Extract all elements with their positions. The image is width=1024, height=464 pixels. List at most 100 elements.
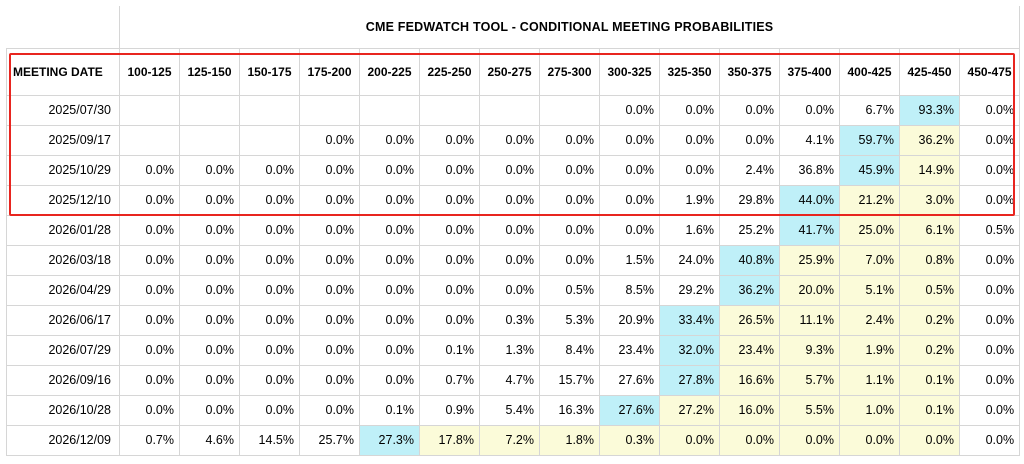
probability-cell: 6.1%	[899, 215, 960, 246]
probability-cell: 8.4%	[539, 335, 600, 366]
probability-cell: 16.0%	[719, 395, 780, 426]
table-row: 2026/12/09 0.7% 4.6% 14.5% 25.7% 27.3% 17.8% 7.…	[6, 425, 1021, 456]
probability-cell: 27.6%	[599, 395, 660, 426]
probability-cell: 0.0%	[899, 425, 960, 456]
probability-cell: 0.0%	[299, 395, 360, 426]
table-row: 2025/12/10 0.0% 0.0% 0.0% 0.0% 0.0% 0.0% 0.0% 0.…	[6, 185, 1021, 216]
column-header: 100-125	[119, 48, 180, 96]
probability-cell: 0.1%	[899, 395, 960, 426]
probability-cell: 3.0%	[899, 185, 960, 216]
probability-cell: 0.0%	[659, 95, 720, 126]
probability-cell: 0.0%	[958, 305, 1021, 336]
probability-table: CME FEDWATCH TOOL - CONDITIONAL MEETING …	[6, 6, 1021, 456]
probability-cell: 0.0%	[239, 365, 300, 396]
probability-cell: 0.0%	[719, 425, 780, 456]
probability-cell: 0.0%	[479, 215, 540, 246]
probability-cell: 0.0%	[479, 155, 540, 186]
probability-cell: 44.0%	[779, 185, 840, 216]
probability-cell: 0.0%	[958, 125, 1021, 156]
probability-cell: 0.0%	[958, 185, 1021, 216]
meeting-date-cell: 2025/12/10	[6, 185, 120, 216]
column-header: 250-275	[479, 48, 540, 96]
probability-cell: 20.0%	[779, 275, 840, 306]
probability-cell	[179, 125, 240, 156]
probability-cell: 24.0%	[659, 245, 720, 276]
probability-cell: 0.0%	[119, 215, 180, 246]
probability-cell: 0.8%	[899, 245, 960, 276]
meeting-date-cell: 2026/04/29	[6, 275, 120, 306]
column-header: 125-150	[179, 48, 240, 96]
probability-cell: 17.8%	[419, 425, 480, 456]
probability-cell: 0.0%	[179, 155, 240, 186]
probability-cell: 45.9%	[839, 155, 900, 186]
probability-cell: 0.0%	[779, 425, 840, 456]
probability-cell: 0.2%	[899, 305, 960, 336]
meeting-date-cell: 2026/09/16	[6, 365, 120, 396]
probability-cell: 0.0%	[958, 245, 1021, 276]
probability-cell: 2.4%	[719, 155, 780, 186]
probability-cell	[239, 125, 300, 156]
probability-cell: 0.0%	[299, 335, 360, 366]
column-header: 300-325	[599, 48, 660, 96]
column-header: 425-450	[899, 48, 960, 96]
probability-cell: 0.0%	[539, 185, 600, 216]
probability-cell: 5.4%	[479, 395, 540, 426]
probability-cell: 9.3%	[779, 335, 840, 366]
column-header: 275-300	[539, 48, 600, 96]
probability-cell: 4.6%	[179, 425, 240, 456]
probability-cell: 0.0%	[539, 215, 600, 246]
probability-cell	[299, 95, 360, 126]
probability-cell: 0.0%	[659, 125, 720, 156]
probability-cell: 4.1%	[779, 125, 840, 156]
probability-cell: 2.4%	[839, 305, 900, 336]
probability-cell: 0.0%	[359, 155, 420, 186]
meeting-date-cell: 2025/10/29	[6, 155, 120, 186]
probability-cell: 0.0%	[299, 245, 360, 276]
probability-cell: 0.5%	[958, 215, 1021, 246]
probability-cell: 0.2%	[899, 335, 960, 366]
probability-cell: 0.0%	[599, 215, 660, 246]
probability-cell: 0.0%	[299, 305, 360, 336]
probability-cell: 16.3%	[539, 395, 600, 426]
probability-cell: 0.0%	[239, 335, 300, 366]
probability-cell: 27.2%	[659, 395, 720, 426]
probability-cell: 0.0%	[419, 305, 480, 336]
probability-cell: 0.0%	[958, 395, 1021, 426]
probability-cell: 0.0%	[779, 95, 840, 126]
column-header: 450-475	[958, 48, 1021, 96]
probability-cell: 0.0%	[359, 125, 420, 156]
probability-cell: 0.0%	[119, 185, 180, 216]
probability-cell: 0.1%	[359, 395, 420, 426]
probability-cell: 0.0%	[119, 395, 180, 426]
probability-cell	[359, 95, 420, 126]
column-header: 375-400	[779, 48, 840, 96]
probability-cell: 0.0%	[239, 305, 300, 336]
probability-cell: 0.0%	[359, 305, 420, 336]
probability-cell: 0.0%	[119, 365, 180, 396]
probability-cell: 0.0%	[958, 275, 1021, 306]
probability-cell: 0.0%	[599, 125, 660, 156]
probability-cell: 23.4%	[719, 335, 780, 366]
probability-cell: 25.0%	[839, 215, 900, 246]
probability-cell: 1.0%	[839, 395, 900, 426]
probability-cell: 0.0%	[239, 275, 300, 306]
probability-cell: 14.5%	[239, 425, 300, 456]
probability-cell	[479, 95, 540, 126]
probability-cell: 0.0%	[958, 365, 1021, 396]
probability-cell: 33.4%	[659, 305, 720, 336]
meeting-date-cell: 2026/06/17	[6, 305, 120, 336]
probability-cell: 0.0%	[958, 335, 1021, 366]
probability-cell: 7.0%	[839, 245, 900, 276]
probability-cell: 27.6%	[599, 365, 660, 396]
table-row: 2026/09/16 0.0% 0.0% 0.0% 0.0% 0.0% 0.7% 4.7% 15…	[6, 365, 1021, 396]
meeting-date-header: MEETING DATE	[6, 48, 120, 96]
probability-cell: 0.0%	[299, 215, 360, 246]
probability-cell: 16.6%	[719, 365, 780, 396]
probability-cell: 0.0%	[659, 155, 720, 186]
probability-cell: 1.5%	[599, 245, 660, 276]
probability-cell: 59.7%	[839, 125, 900, 156]
probability-cell: 0.0%	[719, 125, 780, 156]
probability-cell: 0.0%	[299, 185, 360, 216]
probability-cell: 36.8%	[779, 155, 840, 186]
probability-cell: 0.0%	[419, 155, 480, 186]
